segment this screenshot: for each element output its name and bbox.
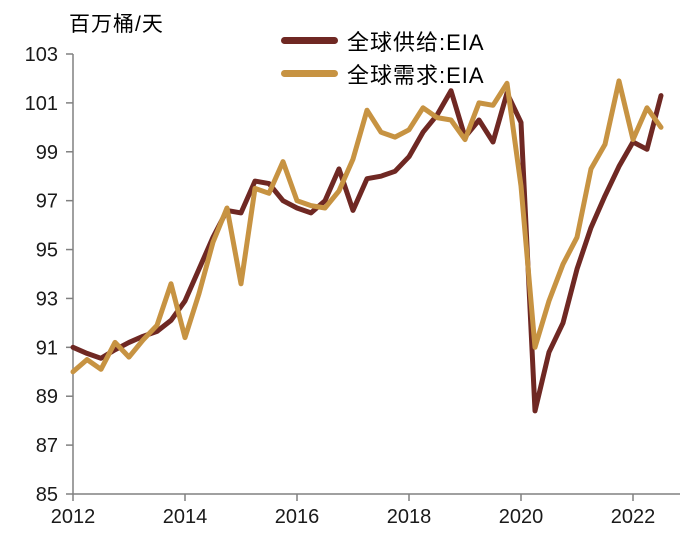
y-tick-label: 87 (36, 435, 58, 457)
y-axis-unit-label: 百万桶/天 (69, 13, 164, 36)
x-tick-label: 2018 (387, 506, 432, 528)
legend-item-supply: 全球供给:EIA (281, 24, 485, 57)
y-tick-label: 89 (36, 386, 58, 408)
x-tick-label: 2022 (611, 506, 656, 528)
x-tick-label: 2016 (275, 506, 320, 528)
y-tick-label: 91 (36, 337, 58, 359)
x-tick-label: 2020 (499, 506, 544, 528)
y-tick-label: 103 (25, 44, 58, 66)
legend-label-demand: 全球需求:EIA (347, 62, 485, 88)
legend: 全球供给:EIA 全球需求:EIA (281, 24, 485, 90)
y-tick-label: 101 (25, 93, 58, 115)
y-tick-label: 93 (36, 288, 58, 310)
y-tick-label: 99 (36, 142, 58, 164)
x-tick-label: 2012 (51, 506, 96, 528)
legend-label-supply: 全球供给:EIA (347, 29, 485, 55)
y-tick-label: 97 (36, 191, 58, 213)
supply-line (70, 88, 664, 414)
supply-line-swatch (281, 37, 338, 44)
demand-line-swatch (281, 70, 338, 77)
y-tick-label: 95 (36, 240, 58, 262)
legend-item-demand: 全球需求:EIA (281, 57, 485, 90)
demand-line (70, 78, 664, 375)
y-tick-label: 85 (36, 484, 58, 506)
x-tick-label: 2014 (163, 506, 208, 528)
